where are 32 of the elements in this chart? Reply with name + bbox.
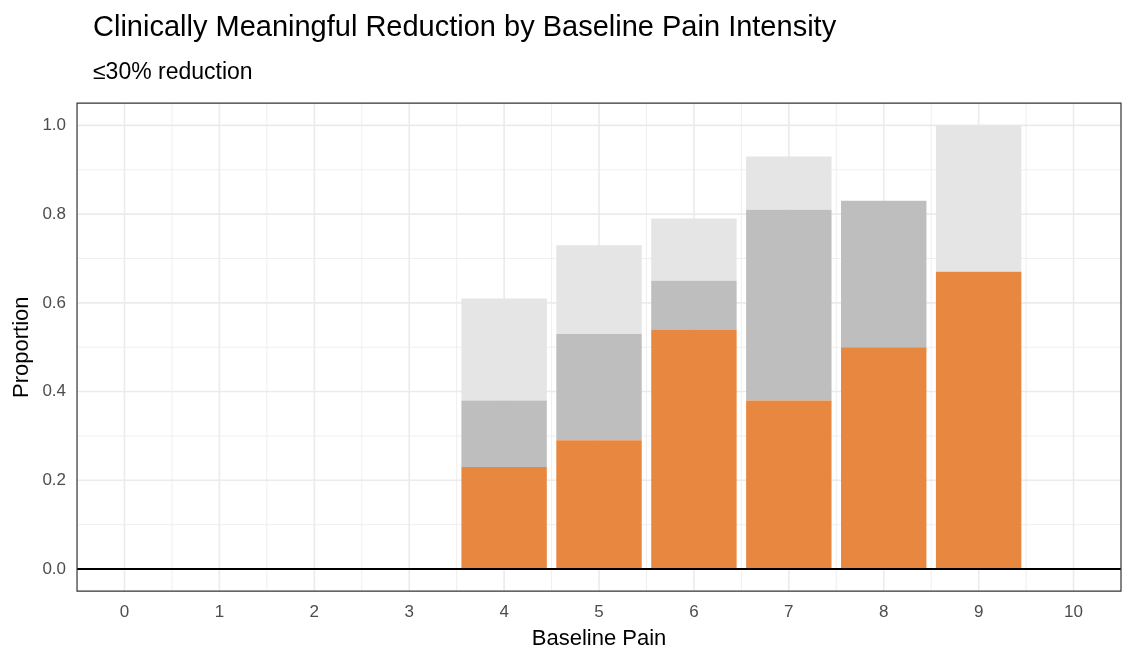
- x-tick-label: 7: [784, 602, 794, 622]
- bar: [651, 280, 737, 330]
- bar: [461, 400, 547, 467]
- x-tick-label: 2: [309, 602, 320, 622]
- x-tick-label: 0: [119, 602, 130, 622]
- x-tick-label: 3: [404, 602, 414, 622]
- x-tick-label: 4: [499, 602, 509, 622]
- x-tick-label: 5: [594, 602, 604, 622]
- x-tick-label: 10: [1064, 602, 1084, 622]
- x-tick-label: 8: [879, 602, 889, 622]
- bar: [841, 200, 927, 348]
- bar: [461, 466, 547, 570]
- x-axis-title: Baseline Pain: [531, 624, 667, 650]
- chart-title: Clinically Meaningful Reduction by Baseline Pain Intensity: [93, 10, 837, 43]
- bar: [746, 400, 832, 570]
- bar: [556, 440, 642, 570]
- bar: [556, 333, 642, 441]
- bar: [651, 329, 737, 570]
- bar: [746, 209, 832, 401]
- bar: [935, 271, 1022, 570]
- y-tick-label: 0.6: [42, 292, 67, 312]
- x-tick-label: 1: [214, 602, 225, 622]
- y-tick-label: 0.0: [42, 558, 67, 578]
- bar: [841, 347, 927, 570]
- y-tick-label: 1.0: [42, 115, 67, 135]
- y-tick-label: 0.2: [42, 469, 67, 489]
- y-axis-title: Proportion: [8, 296, 34, 398]
- y-tick-label: 0.8: [42, 203, 67, 223]
- x-tick-label: 9: [973, 602, 984, 622]
- y-tick-label: 0.4: [42, 381, 67, 401]
- x-tick-label: 6: [689, 602, 699, 622]
- chart-subtitle: ≤30% reduction: [93, 58, 253, 85]
